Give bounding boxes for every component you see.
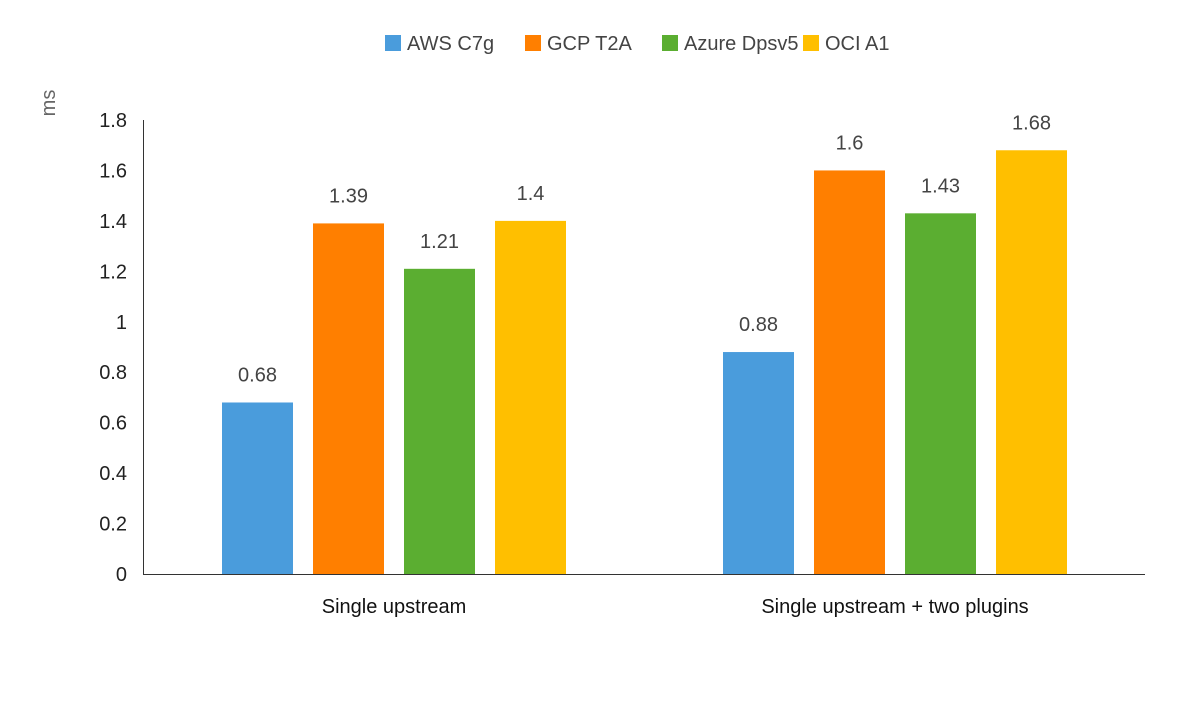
bars: 0.68 1.39 1.21 1.4 0.88 1.6 1.43 1.68 [222,112,1067,575]
legend-swatch [803,35,819,51]
y-tick-label: 1.6 [99,160,127,182]
x-tick-labels: Single upstream Single upstream + two plu… [322,596,1029,618]
x-tick-label: Single upstream + two plugins [761,596,1028,618]
bar-azure-dpsv5 [905,213,976,575]
legend-label: OCI A1 [825,33,889,55]
legend-label: Azure Dpsv5 [684,33,799,55]
bar-aws-c7g [723,352,794,574]
data-label: 1.68 [1012,112,1051,134]
legend-label: GCP T2A [547,33,633,55]
y-tick-label: 1.2 [99,261,127,283]
bar-oci-a1 [495,220,566,574]
y-tick-label: 1 [116,312,127,334]
data-label: 1.39 [329,185,368,207]
data-label: 1.4 [517,183,545,205]
data-label: 1.21 [420,231,459,253]
y-tick-labels: 0 0.2 0.4 0.6 0.8 1 1.2 1.4 1.6 1.8 [99,110,127,586]
bar-azure-dpsv5 [404,268,475,574]
bar-aws-c7g [222,402,293,574]
bar-gcp-t2a [814,170,885,574]
data-label: 1.6 [836,132,864,154]
y-axis-label: ms [38,90,60,117]
bar-gcp-t2a [313,223,384,574]
legend-swatch [525,35,541,51]
y-tick-label: 1.8 [99,110,127,132]
legend-swatch [662,35,678,51]
data-label: 0.68 [238,364,277,386]
y-tick-label: 0.2 [99,514,127,536]
legend: AWS C7g GCP T2A Azure Dpsv5 OCI A1 [385,33,889,55]
x-tick-label: Single upstream [322,596,467,618]
y-tick-label: 1.4 [99,211,127,233]
data-label: 1.43 [921,175,960,197]
y-tick-label: 0.4 [99,463,127,485]
bar-oci-a1 [996,150,1067,574]
y-tick-label: 0.6 [99,413,127,435]
legend-label: AWS C7g [407,33,494,55]
y-tick-label: 0.8 [99,362,127,384]
legend-swatch [385,35,401,51]
data-label: 0.88 [739,314,778,336]
y-tick-label: 0 [116,564,127,586]
